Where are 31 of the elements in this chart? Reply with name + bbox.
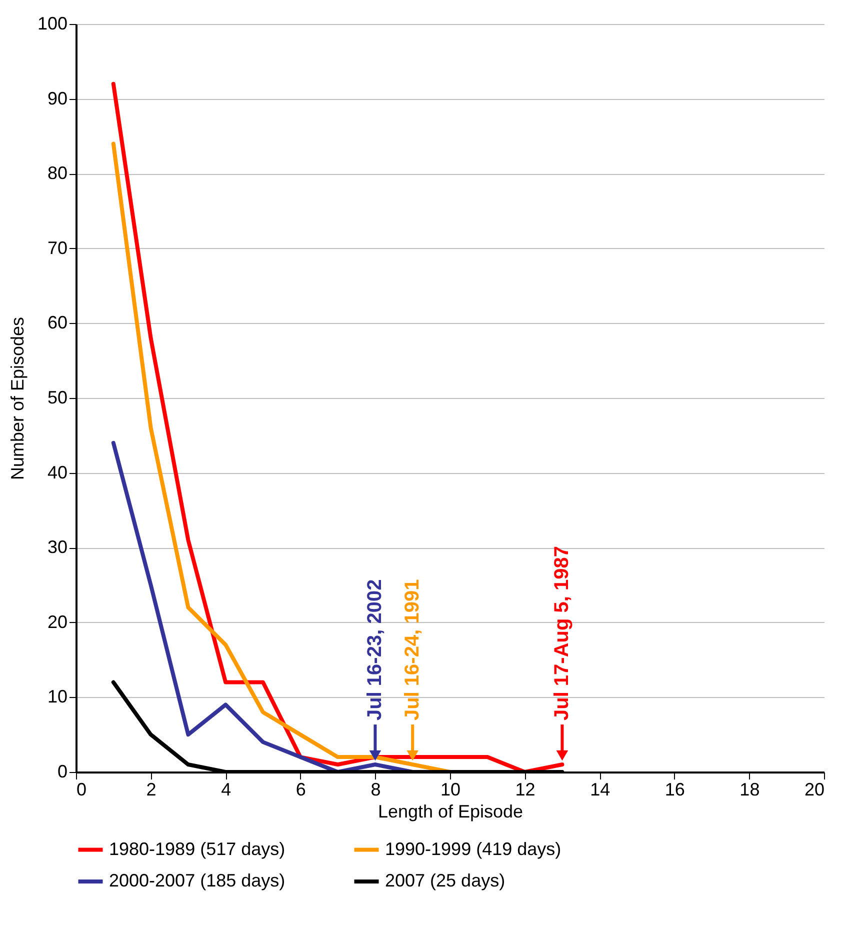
x-tick-label: 8 [370,780,381,800]
x-tick-label: 12 [515,780,536,800]
x-tick-label: 4 [221,780,232,800]
y-tick-label: 100 [37,14,68,34]
y-tick-label: 0 [57,762,68,782]
annotation: Jul 17-Aug 5, 1987 [551,546,574,721]
x-tick-label: 16 [664,780,685,800]
y-tick-label: 50 [47,388,68,408]
y-tick-label: 90 [47,88,68,108]
legend-label: 2007 (25 days) [385,870,506,890]
x-tick-label: 14 [590,780,610,800]
legend-label: 1980-1989 (517 days) [109,838,286,859]
y-axis-title: Number of Episodes [7,316,28,480]
y-tick-label: 80 [47,163,68,184]
y-tick-label: 10 [47,686,68,707]
annotation: Jul 16-24, 1991 [402,579,424,721]
y-tick-label: 30 [47,537,68,558]
y-tick-label: 40 [47,462,68,482]
y-tick-label: 70 [47,238,68,258]
legend-label: 2000-2007 (185 days) [109,870,286,890]
x-tick-label: 10 [440,780,461,800]
x-tick-label: 20 [804,780,824,800]
legend-label: 1990-1999 (419 days) [385,838,562,859]
y-tick-label: 20 [47,612,68,632]
annotation: Jul 16-23, 2002 [364,579,386,721]
x-tick-label: 18 [740,780,760,800]
x-tick-label: 6 [296,780,306,800]
x-tick-label: 2 [146,780,156,800]
x-tick-label: 0 [76,780,87,800]
y-tick-label: 60 [47,312,68,333]
x-axis-title: Length of Episode [378,802,524,822]
